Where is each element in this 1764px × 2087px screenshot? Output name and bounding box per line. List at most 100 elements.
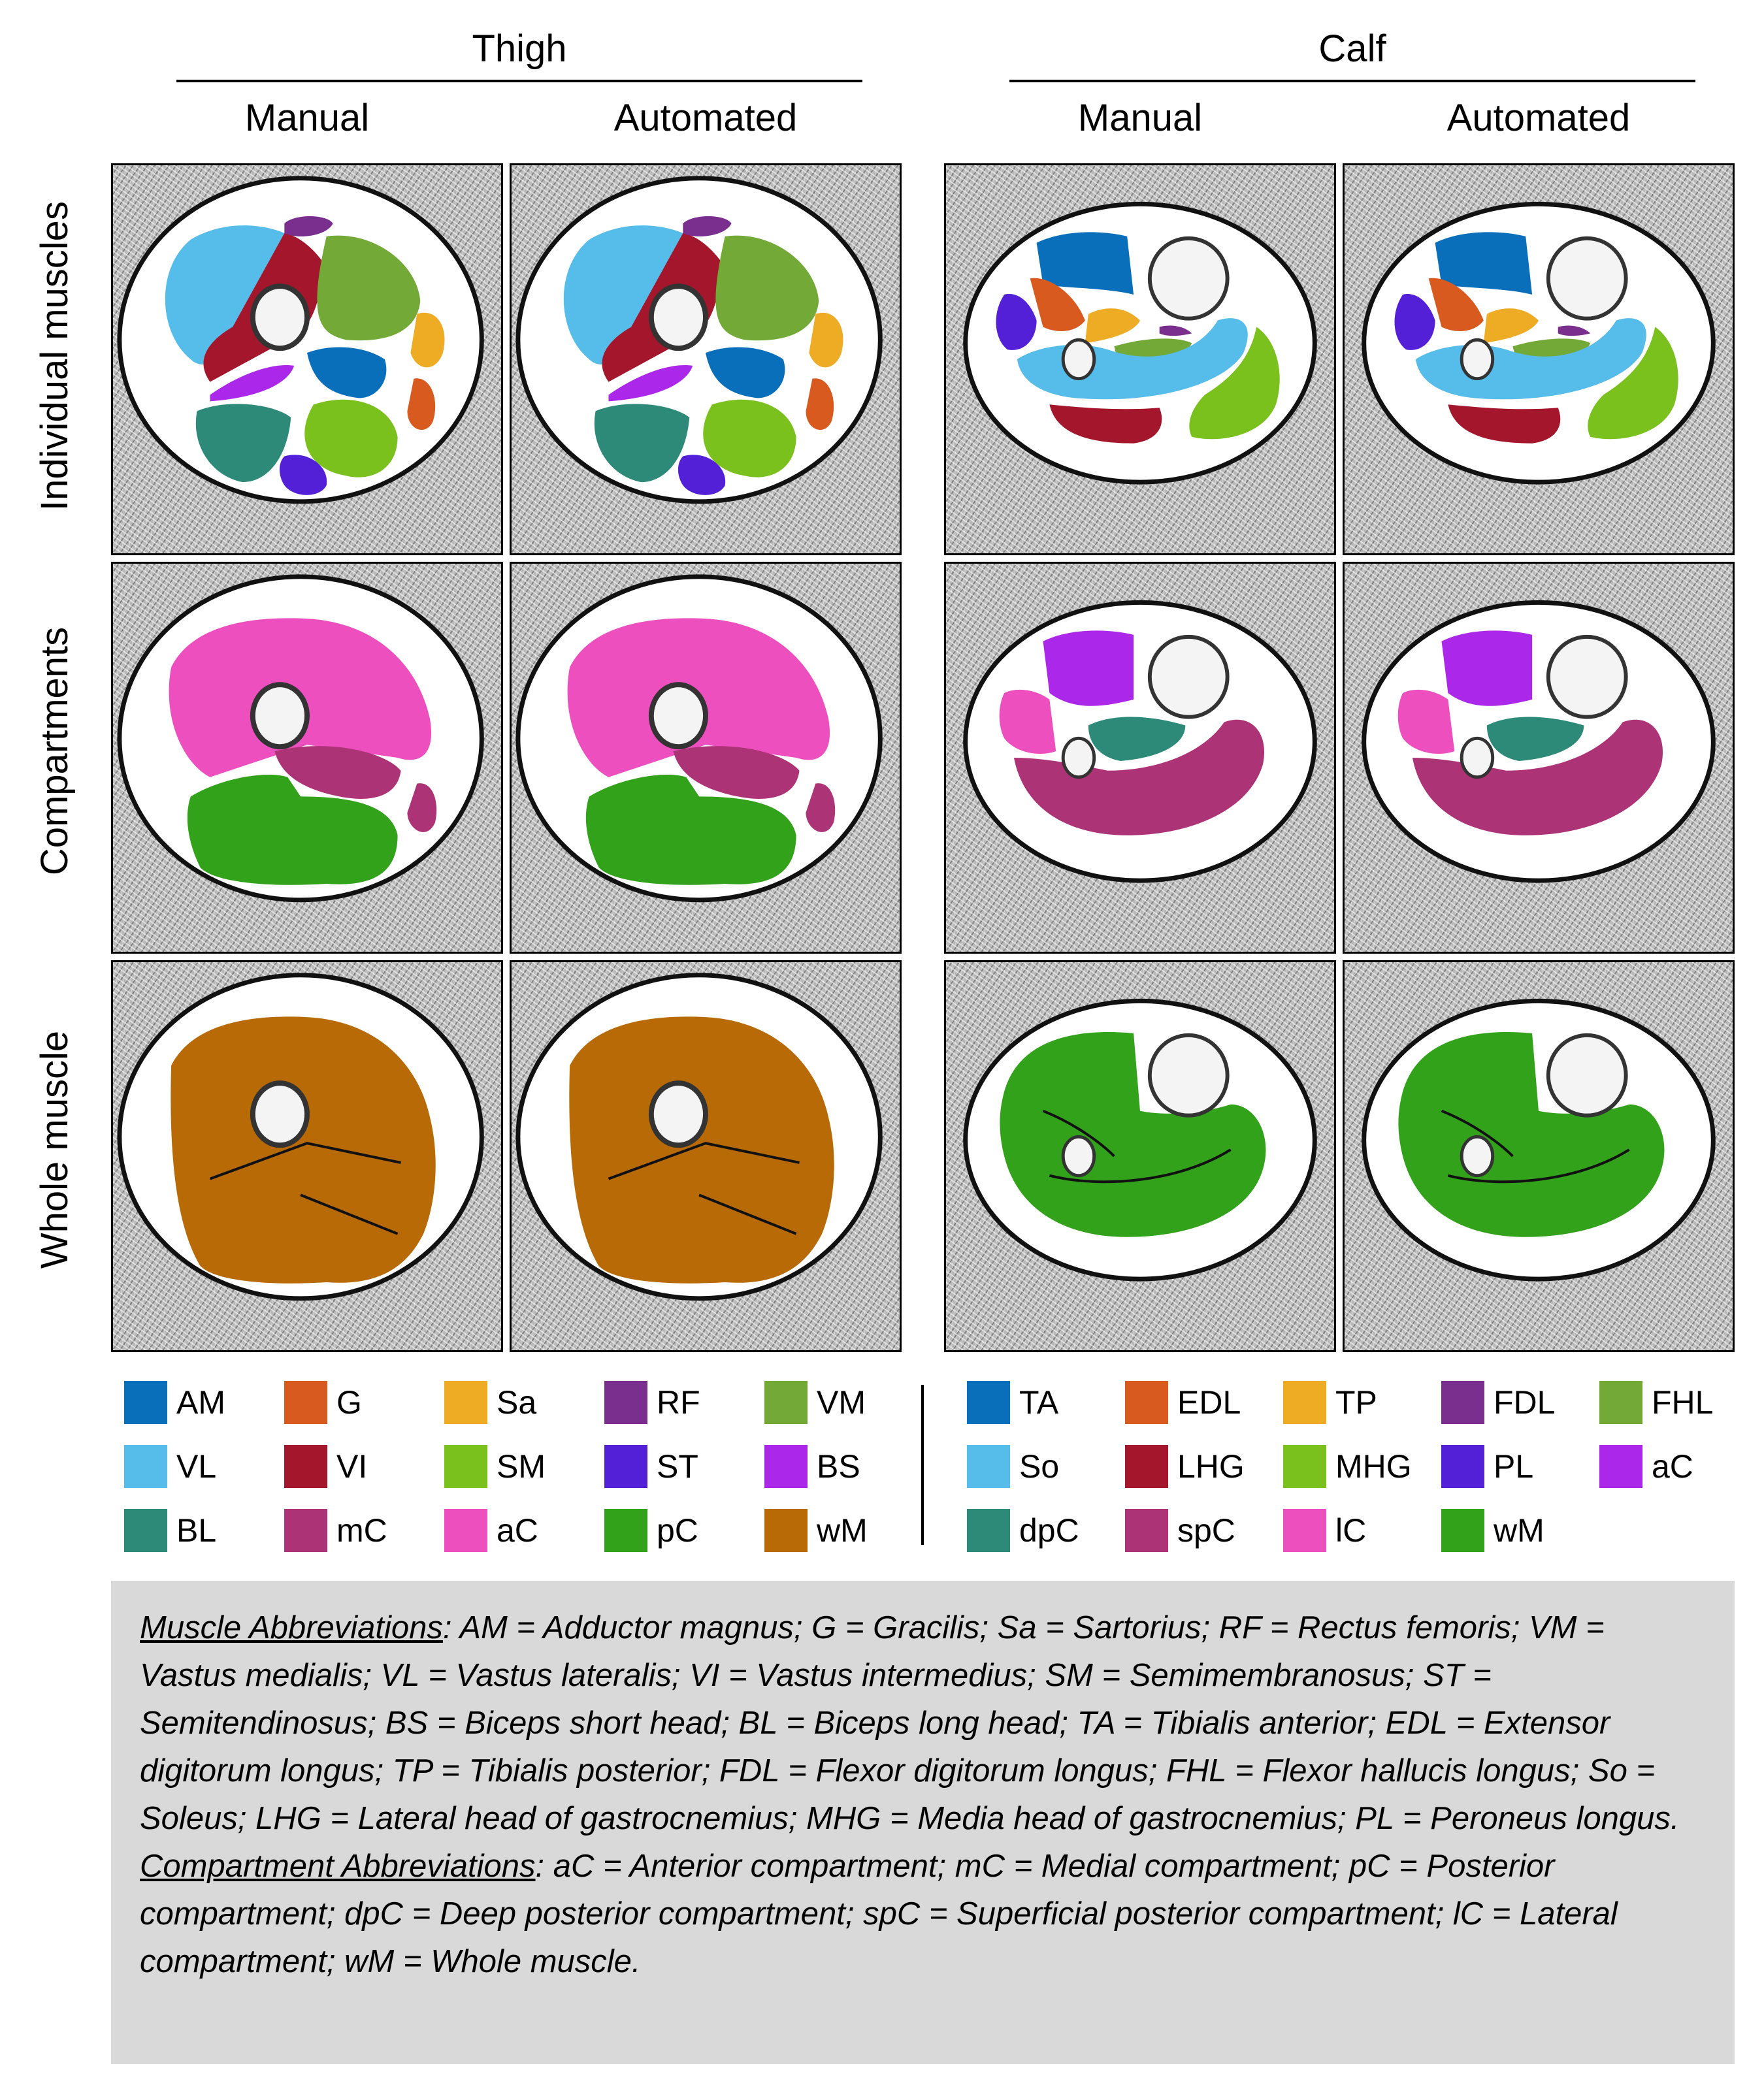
muscle-sm bbox=[703, 399, 796, 477]
muscle-bs bbox=[608, 364, 693, 402]
panel-thigh-manual-whole bbox=[111, 960, 503, 1352]
thigh-legend-item: pC bbox=[604, 1508, 764, 1553]
thigh-legend-label: pC bbox=[657, 1512, 698, 1549]
column-title-thigh-manual: Manual bbox=[244, 97, 370, 139]
muscle-st bbox=[279, 455, 327, 495]
compartment-lc bbox=[1397, 689, 1455, 754]
row-label-whole-muscle: Whole muscle bbox=[33, 1030, 76, 1269]
calf-legend-label: MHG bbox=[1335, 1448, 1412, 1485]
compartment-abbreviations-heading: Compartment Abbreviations bbox=[140, 1849, 536, 1884]
bone-femur bbox=[250, 1080, 310, 1148]
thigh-legend-swatch bbox=[444, 1445, 487, 1488]
thigh-legend-item: VM bbox=[764, 1380, 924, 1425]
muscle-mhg bbox=[1189, 327, 1280, 440]
muscle-ta bbox=[1036, 232, 1134, 295]
muscle-bl bbox=[594, 404, 690, 483]
thigh-legend-item: Sa bbox=[444, 1380, 604, 1425]
calf-legend-label: LHG bbox=[1177, 1448, 1245, 1485]
thigh-legend-label: BL bbox=[176, 1512, 217, 1549]
legend-thigh-grid: AM G Sa RF VM VL VI SM ST BS BL mC aC pC wM bbox=[124, 1380, 921, 1553]
calf-legend-item: dpC bbox=[967, 1508, 1125, 1553]
thigh-legend-label: wM bbox=[817, 1512, 868, 1549]
panel-thigh-automated-whole bbox=[510, 960, 902, 1352]
calf-legend-swatch bbox=[1599, 1381, 1642, 1424]
muscle-edl bbox=[1428, 278, 1484, 332]
muscle-vl bbox=[165, 225, 285, 364]
thigh-legend-swatch bbox=[284, 1381, 327, 1424]
compartment-dpc bbox=[1486, 717, 1584, 761]
thigh-legend-item: AM bbox=[124, 1380, 284, 1425]
thigh-legend-label: aC bbox=[497, 1512, 538, 1549]
muscle-sa bbox=[809, 312, 843, 368]
muscle-edl bbox=[1030, 278, 1085, 332]
panel-calf-automated-compartments bbox=[1343, 562, 1735, 954]
compartment-lc bbox=[999, 689, 1056, 754]
panel-calf-automated-individual bbox=[1343, 163, 1735, 555]
thigh-legend-swatch bbox=[604, 1445, 647, 1488]
calf-legend-label: So bbox=[1019, 1448, 1060, 1485]
bone-fibula bbox=[1061, 338, 1096, 381]
thigh-legend-swatch bbox=[764, 1381, 808, 1424]
legend-calf: TA EDL TP FDL FHL So LHG MHG PL aC dpC spC lC wM bbox=[967, 1380, 1761, 1552]
muscle-bl bbox=[195, 404, 291, 483]
calf-legend-label: aC bbox=[1652, 1448, 1693, 1485]
muscle-ta bbox=[1435, 232, 1533, 295]
thigh-legend-label: RF bbox=[657, 1384, 700, 1421]
group-underline-thigh bbox=[176, 80, 862, 82]
calf-legend-label: wM bbox=[1494, 1512, 1544, 1549]
calf-legend-swatch bbox=[1125, 1445, 1168, 1488]
bone-femur bbox=[250, 283, 310, 351]
thigh-legend-label: VL bbox=[176, 1448, 217, 1485]
thigh-legend-swatch bbox=[124, 1509, 167, 1552]
compartment-abbreviations: Compartment Abbreviations: aC = Anterior… bbox=[140, 1843, 1706, 1986]
compartment-pc bbox=[187, 774, 398, 885]
panel-calf-automated-whole bbox=[1343, 960, 1735, 1352]
group-title-thigh: Thigh bbox=[472, 27, 567, 70]
whole-muscle bbox=[1000, 1032, 1266, 1237]
compartment-mc bbox=[673, 746, 800, 799]
calf-legend-item: TP bbox=[1283, 1380, 1441, 1425]
compartment-abbreviations-text: : aC = Anterior compartment; mC = Medial… bbox=[140, 1849, 1618, 1979]
thigh-legend-label: ST bbox=[657, 1448, 698, 1485]
muscle-mhg bbox=[1588, 327, 1678, 440]
calf-legend-item: So bbox=[967, 1444, 1125, 1489]
thigh-legend-label: BS bbox=[817, 1448, 860, 1485]
thigh-legend-item: mC bbox=[284, 1508, 444, 1553]
muscle-rf bbox=[284, 216, 333, 236]
thigh-legend-swatch bbox=[284, 1509, 327, 1552]
row-label-compartments: Compartments bbox=[33, 626, 76, 876]
panel-thigh-automated-individual bbox=[510, 163, 902, 555]
muscle-pl bbox=[1394, 294, 1435, 350]
muscle-vm bbox=[715, 235, 819, 341]
thigh-legend-swatch bbox=[444, 1509, 487, 1552]
thigh-legend-item: VL bbox=[124, 1444, 284, 1489]
panel-thigh-automated-compartments bbox=[510, 562, 902, 954]
bone-fibula bbox=[1061, 1135, 1096, 1178]
column-title-calf-automated: Automated bbox=[1446, 97, 1631, 139]
muscle-rf bbox=[683, 216, 732, 236]
muscle-g bbox=[407, 378, 436, 430]
muscle-fdl bbox=[1159, 325, 1192, 336]
muscle-bs bbox=[210, 364, 295, 402]
bone-tibia bbox=[1147, 236, 1230, 321]
calf-legend-swatch bbox=[967, 1381, 1010, 1424]
panel-thigh-manual-compartments bbox=[111, 562, 503, 954]
calf-legend-swatch bbox=[1283, 1445, 1326, 1488]
calf-legend-swatch bbox=[1599, 1445, 1642, 1488]
thigh-legend-item: aC bbox=[444, 1508, 604, 1553]
bone-fibula bbox=[1061, 736, 1096, 779]
muscle-tp bbox=[1483, 308, 1539, 344]
calf-legend-swatch bbox=[967, 1445, 1010, 1488]
calf-legend-item: FHL bbox=[1599, 1380, 1757, 1425]
bone-femur bbox=[648, 1080, 708, 1148]
calf-legend-label: FHL bbox=[1652, 1384, 1714, 1421]
group-title-calf: Calf bbox=[1318, 27, 1386, 70]
panel-thigh-manual-individual bbox=[111, 163, 503, 555]
calf-legend-item: EDL bbox=[1125, 1380, 1283, 1425]
group-underline-calf bbox=[1009, 80, 1695, 82]
muscle-abbreviations-text: : AM = Adductor magnus; G = Gracilis; Sa… bbox=[140, 1610, 1680, 1836]
column-title-thigh-automated: Automated bbox=[613, 97, 798, 139]
muscle-pl bbox=[996, 294, 1037, 350]
muscle-am bbox=[307, 347, 387, 398]
calf-legend-swatch bbox=[1441, 1445, 1484, 1488]
